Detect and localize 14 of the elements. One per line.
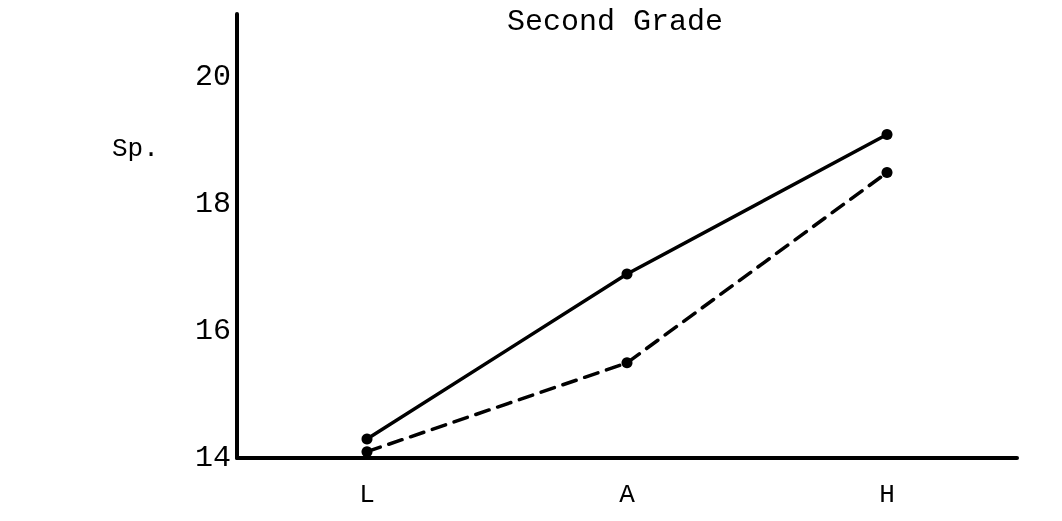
point (881, 167, 893, 179)
chart-title: Second Grade (506, 5, 724, 39)
y-tick-label: 20 (194, 60, 231, 95)
y-tick-label: 16 (194, 314, 231, 349)
y-tick-label: 18 (194, 187, 231, 222)
point (361, 433, 373, 445)
y-axis-title: Sp. (112, 134, 159, 164)
y-tick-label: 14 (194, 441, 231, 475)
point (621, 357, 633, 369)
x-tick-label: H (879, 480, 895, 510)
x-tick-label: L (359, 480, 375, 510)
point (881, 129, 893, 141)
x-tick-label: A (619, 480, 636, 510)
point (621, 268, 633, 280)
